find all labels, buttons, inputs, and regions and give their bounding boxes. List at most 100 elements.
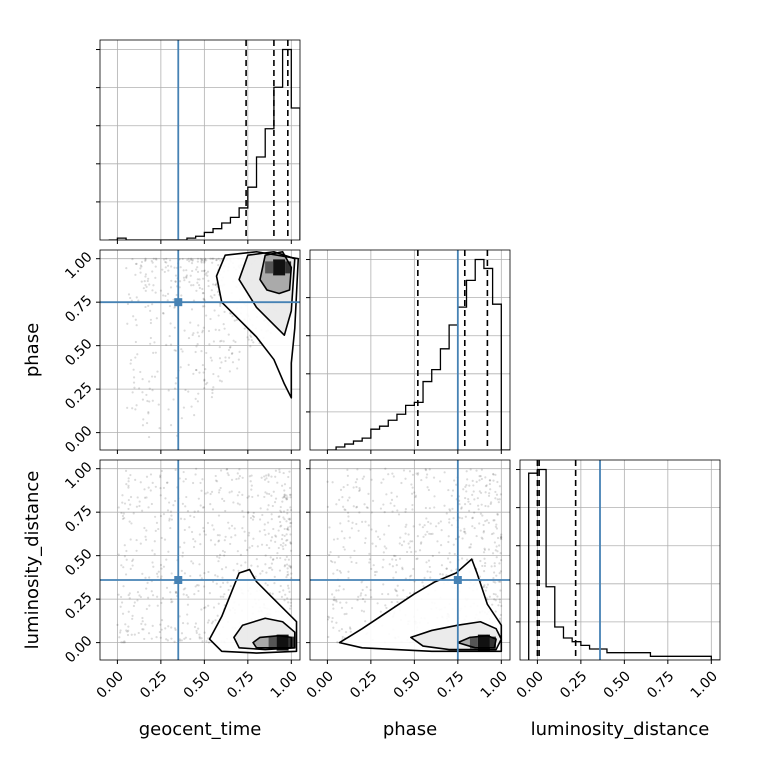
sample-point [166,481,169,484]
sample-point [288,486,292,490]
sample-point [274,534,277,537]
sample-point [128,520,131,523]
y-axis-label-luminosity_distance: luminosity_distance [22,471,43,650]
sample-point [355,478,359,481]
sample-point [287,528,290,531]
sample-point [422,585,425,588]
sample-point [134,478,137,481]
sample-point [481,537,484,540]
sample-point [350,606,354,610]
sample-point [282,471,285,475]
sample-point [335,599,338,602]
sample-point [148,283,151,286]
sample-point [160,618,164,622]
sample-point [123,640,126,643]
sample-point [252,511,255,515]
sample-point [217,514,221,517]
sample-point [168,334,171,338]
contour-line [215,250,300,399]
sample-point [346,499,350,502]
sample-point [488,492,491,495]
sample-point [126,406,129,409]
sample-point [119,631,122,634]
sample-point [361,588,364,592]
sample-point [397,513,401,516]
sample-point [447,488,450,492]
sample-point [197,324,200,327]
sample-point [155,635,158,639]
sample-point [159,487,162,490]
sample-point [217,539,221,542]
sample-point [289,522,292,525]
sample-point [217,375,220,378]
sample-point [140,622,143,625]
sample-point [201,292,205,295]
sample-point [196,400,199,403]
sample-point [152,565,155,568]
sample-point [212,386,215,389]
sample-point [265,474,268,477]
sample-point [332,538,336,541]
x-tick-label: 0.50 [391,668,424,701]
sample-point [207,279,210,282]
sample-point [134,273,137,276]
sample-point [476,497,479,500]
sample-point [289,601,292,604]
sample-point [450,524,453,527]
sample-point [139,595,143,599]
sample-point [133,386,136,389]
sample-point [196,331,199,334]
sample-point [410,492,414,495]
x-tick-label: 0.25 [347,668,380,701]
sample-point [371,499,375,502]
sample-point [418,549,422,552]
sample-point [209,356,212,359]
sample-point [383,511,386,514]
sample-point [274,497,278,500]
sample-point [186,622,189,625]
sample-point [206,521,210,525]
sample-point [368,552,371,555]
sample-point [480,536,483,539]
sample-point [143,496,147,499]
sample-point [147,277,150,280]
sample-point [121,612,125,615]
sample-point [178,286,181,289]
sample-point [215,259,218,262]
sample-point [283,527,286,531]
sample-point [361,477,364,480]
sample-point [274,469,277,472]
sample-point [156,370,159,373]
sample-point [143,637,146,641]
sample-point [136,591,140,594]
y-tick-label: 0.50 [62,546,95,579]
sample-point [471,525,474,528]
sample-point [131,258,134,261]
sample-point [166,509,170,512]
sample-point [230,352,234,355]
sample-point [140,265,143,268]
sample-point [191,269,194,273]
sample-point [236,562,239,565]
sample-point [492,519,495,522]
sample-point [498,572,501,575]
sample-point [267,473,270,476]
sample-point [276,552,279,555]
sample-point [338,585,341,588]
sample-point [174,499,177,503]
sample-point [172,298,175,301]
sample-point [217,560,220,563]
sample-point [219,585,222,588]
sample-point [277,515,280,518]
sample-point [250,338,253,342]
sample-point [394,571,398,574]
sample-point [203,387,206,390]
sample-point [116,623,119,626]
sample-point [288,590,291,593]
sample-point [149,321,153,325]
sample-point [202,326,205,329]
sample-point [392,576,395,579]
sample-point [259,507,262,510]
sample-point [179,517,183,520]
sample-point [451,489,455,492]
